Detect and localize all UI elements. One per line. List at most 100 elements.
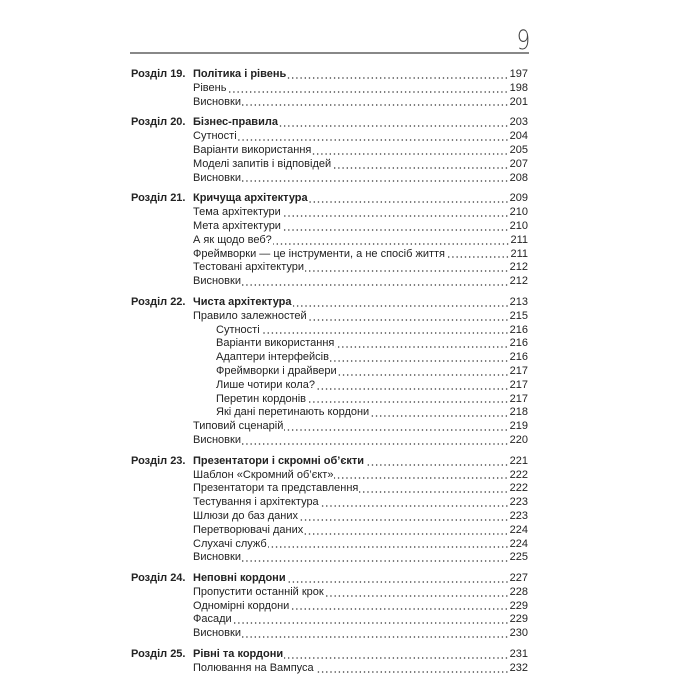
section-row[interactable]: Висновки 208 — [131, 172, 528, 186]
dot-leader — [281, 208, 509, 217]
page-ref: 229 — [509, 599, 528, 612]
section-row[interactable]: Типовий сценарій 219 — [131, 420, 528, 434]
chapter-group: Розділ 21. Кричуща архітектура 209 Тема … — [131, 192, 528, 289]
chapter-title: Чиста архітектура — [193, 295, 292, 308]
chapter-row[interactable]: Розділ 20. Бізнес-правила 203 — [131, 116, 528, 130]
section-title: А як щодо веб? — [193, 233, 272, 246]
chapter-title: Рівні та кордони — [193, 648, 284, 661]
section-row[interactable]: Перетин кордонів 217 — [131, 393, 528, 407]
dot-leader — [292, 298, 509, 307]
section-title: Презентатори та представлення — [193, 482, 359, 495]
section-row[interactable]: Лише чотири кола? 217 — [131, 379, 528, 393]
page-ref: 210 — [509, 206, 528, 219]
section-title: Слухачі служб — [193, 537, 267, 550]
section-row[interactable]: Одномірні кордони 229 — [131, 600, 528, 614]
header-rule — [130, 52, 529, 54]
chapter-row[interactable]: Розділ 21. Кричуща архітектура 209 — [131, 192, 528, 206]
dot-leader — [314, 664, 509, 673]
page-ref: 217 — [509, 378, 528, 391]
section-row[interactable]: Адаптери інтерфейсів 216 — [131, 351, 528, 365]
section-row[interactable]: Висновки 230 — [131, 627, 528, 641]
section-row[interactable]: Презентатори та представлення 222 — [131, 482, 528, 496]
page-ref: 231 — [509, 648, 528, 661]
section-row[interactable]: Які дані перетинають кордони 218 — [131, 406, 528, 420]
section-row[interactable]: Висновки 212 — [131, 275, 528, 289]
page-ref: 210 — [509, 219, 528, 232]
section-row[interactable]: Шаблон «Скромний об’єкт» 222 — [131, 469, 528, 483]
dot-leader — [446, 250, 510, 259]
chapter-row[interactable]: Розділ 23. Презентатори і скромні об’єкт… — [131, 455, 528, 469]
section-row[interactable]: Висновки 220 — [131, 434, 528, 448]
section-title: Лише чотири кола? — [216, 378, 315, 391]
section-title: Фасади — [193, 613, 232, 626]
page-ref: 219 — [509, 420, 528, 433]
section-row[interactable]: Висновки 225 — [131, 551, 528, 565]
section-row[interactable]: Шлюзи до баз даних 223 — [131, 510, 528, 524]
page-ref: 222 — [509, 468, 528, 481]
page-ref: 203 — [509, 116, 528, 129]
section-row[interactable]: Полювання на Вампуса 232 — [131, 662, 528, 676]
dot-leader — [232, 616, 509, 625]
chapter-row[interactable]: Розділ 22. Чиста архітектура 213 — [131, 296, 528, 310]
section-row[interactable]: А як щодо веб? 211 — [131, 234, 528, 248]
section-title: Які дані перетинають кордони — [216, 406, 370, 419]
section-row[interactable]: Рівень 198 — [131, 82, 528, 96]
section-title: Сутності — [193, 130, 237, 143]
chapter-label: Розділ 20. — [131, 116, 186, 129]
section-title: Перетин кордонів — [216, 392, 307, 405]
page-ref: 225 — [509, 551, 528, 564]
section-title: Пропустити останній крок — [193, 585, 324, 598]
section-row[interactable]: Перетворювачі даних 224 — [131, 524, 528, 538]
section-title: Рівень — [193, 81, 227, 94]
section-row[interactable]: Фреймворки і драйвери 217 — [131, 365, 528, 379]
page-ref: 223 — [509, 509, 528, 522]
dot-leader — [319, 498, 509, 507]
chapter-title: Неповні кордони — [193, 572, 286, 585]
section-title: Тема архітектури — [193, 206, 281, 219]
section-row[interactable]: Варіанти використання 205 — [131, 144, 528, 158]
section-row[interactable]: Варіанти використання 216 — [131, 337, 528, 351]
section-row[interactable]: Тема архітектури 210 — [131, 206, 528, 220]
dot-leader — [227, 84, 509, 93]
chapter-title: Презентатори і скромні об’єкти — [193, 454, 365, 467]
chapter-row[interactable]: Розділ 19. Політика і рівень 197 — [131, 68, 528, 82]
section-row[interactable]: Висновки 201 — [131, 96, 528, 110]
page-ref: 209 — [509, 192, 528, 205]
section-title: Висновки — [193, 627, 241, 640]
chapter-row[interactable]: Розділ 25. Рівні та кордони 231 — [131, 648, 528, 662]
dot-leader — [304, 526, 509, 535]
section-row[interactable]: Тестування і архітектура 223 — [131, 496, 528, 510]
section-row[interactable]: Сутності 216 — [131, 324, 528, 338]
page-ref: 217 — [509, 364, 528, 377]
section-row[interactable]: Фасади 229 — [131, 613, 528, 627]
dot-leader — [237, 132, 509, 141]
chapter-row[interactable]: Розділ 24. Неповні кордони 227 — [131, 572, 528, 586]
dot-leader — [284, 422, 509, 431]
dot-leader — [278, 119, 509, 128]
chapter-group: Розділ 24. Неповні кордони 227 Пропустит… — [131, 572, 528, 641]
section-title: Висновки — [193, 171, 241, 184]
dot-leader — [335, 340, 509, 349]
section-title: Адаптери інтерфейсів — [216, 351, 329, 364]
section-row[interactable]: Фреймворки — це інструменти, а не спосіб… — [131, 248, 528, 262]
dot-leader — [324, 588, 509, 597]
section-row[interactable]: Слухачі служб 224 — [131, 538, 528, 552]
dot-leader — [272, 236, 510, 245]
dot-leader — [307, 395, 509, 404]
section-row[interactable]: Правило залежностей 215 — [131, 310, 528, 324]
page-ref: 230 — [509, 627, 528, 640]
section-row[interactable]: Мета архітектури 210 — [131, 220, 528, 234]
dot-leader — [287, 70, 509, 79]
dot-leader — [281, 222, 509, 231]
page-number: 9 — [516, 25, 530, 56]
section-title: Сутності — [216, 323, 260, 336]
page-ref: 197 — [509, 68, 528, 80]
chapter-label: Розділ 24. — [131, 572, 186, 585]
section-row[interactable]: Пропустити останній крок 228 — [131, 586, 528, 600]
section-row[interactable]: Сутності 204 — [131, 130, 528, 144]
dot-leader — [337, 367, 509, 376]
page-ref: 224 — [509, 523, 528, 536]
page-ref: 212 — [509, 261, 528, 274]
section-row[interactable]: Тестовані архітектури 212 — [131, 261, 528, 275]
section-row[interactable]: Моделі запитів і відповідей 207 — [131, 158, 528, 172]
